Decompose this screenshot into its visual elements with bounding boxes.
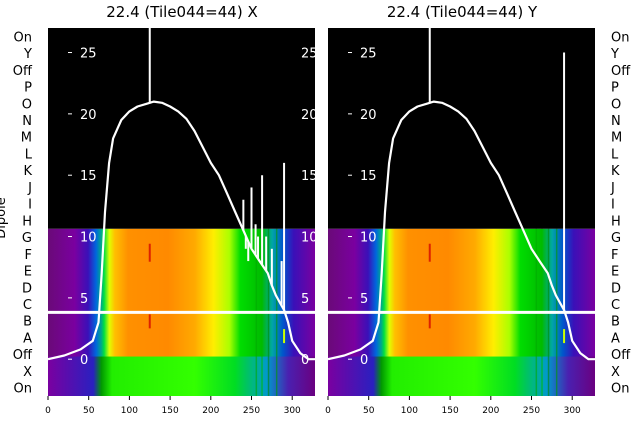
heatmap-band-low (328, 356, 595, 396)
row-label: Y (610, 47, 619, 62)
row-label: G (611, 231, 621, 246)
xtick-label: 150 (162, 406, 179, 416)
xtick-label: 50 (363, 406, 375, 416)
xtick-label: 100 (121, 406, 138, 416)
row-label: N (611, 114, 621, 129)
row-label: X (23, 365, 32, 380)
row-label: D (611, 281, 621, 296)
heatmap-mark (563, 329, 566, 344)
overlay-ytick-label-edge: 5 (301, 292, 309, 307)
overlay-ytick-label: 20 (360, 108, 377, 123)
xtick-label: 300 (564, 406, 581, 416)
overlay-ytick-label: 10 (360, 231, 377, 246)
xtick-label: 0 (45, 406, 51, 416)
row-label: H (611, 214, 621, 229)
row-label: O (611, 97, 621, 112)
blackout-region (328, 28, 595, 229)
overlay-ytick-label: 15 (80, 169, 97, 184)
heatmap-mark (428, 314, 431, 329)
overlay-ytick-label: 5 (80, 292, 88, 307)
row-label: P (611, 81, 619, 96)
row-label: P (24, 81, 32, 96)
chart-title: 22.4 (Tile044=44) Y (387, 3, 538, 21)
row-label: Off (13, 64, 33, 79)
row-label: Off (611, 64, 631, 79)
xtick-label: 250 (243, 406, 260, 416)
row-label: C (611, 298, 620, 313)
overlay-ytick-label-edge: 0 (301, 353, 309, 368)
y-axis-label: Dipole (0, 197, 9, 238)
row-label: K (23, 164, 32, 179)
row-label: F (25, 248, 32, 263)
row-label: On (14, 30, 32, 45)
row-label: Y (23, 47, 32, 62)
overlay-ytick-label: 20 (80, 108, 97, 123)
row-label: E (611, 265, 619, 280)
row-label: G (22, 231, 32, 246)
separator-line (328, 310, 595, 314)
overlay-ytick-label-edge: 25 (301, 47, 318, 62)
xtick-label: 250 (523, 406, 540, 416)
heatmap-band-low (48, 356, 315, 396)
heatmap-mark (283, 329, 286, 344)
row-label: N (22, 114, 32, 129)
row-label: J (27, 181, 32, 196)
overlay-ytick-label: 15 (360, 169, 377, 184)
blackout-region (48, 28, 315, 229)
overlay-ytick-label: 25 (360, 47, 377, 62)
row-label: M (21, 131, 32, 146)
overlay-ytick-label: 10 (80, 231, 97, 246)
row-label: Off (611, 348, 631, 363)
row-label: E (24, 265, 32, 280)
xtick-label: 100 (401, 406, 418, 416)
xtick-label: 150 (442, 406, 459, 416)
row-label: On (611, 382, 629, 397)
overlay-ytick-label-edge: 20 (301, 108, 318, 123)
row-label: L (25, 147, 33, 162)
row-label: D (22, 281, 32, 296)
row-label: I (611, 198, 615, 213)
row-label: B (23, 315, 32, 330)
overlay-line (47, 100, 315, 361)
overlay-line (327, 100, 595, 361)
xtick-label: 0 (325, 406, 331, 416)
overlay-ytick-label: 0 (360, 353, 368, 368)
xtick-label: 300 (284, 406, 301, 416)
heatmap-mark (148, 243, 151, 262)
overlay-ytick-label-edge: 10 (301, 231, 318, 246)
row-label: A (611, 331, 620, 346)
row-label: A (23, 331, 32, 346)
row-label: On (14, 382, 32, 397)
row-label: Off (13, 348, 33, 363)
xtick-label: 200 (482, 406, 499, 416)
xtick-label: 50 (83, 406, 95, 416)
row-label: I (28, 198, 32, 213)
row-label: J (610, 181, 615, 196)
row-label: H (22, 214, 32, 229)
overlay-ytick-label: 5 (360, 292, 368, 307)
xtick-label: 200 (202, 406, 219, 416)
row-label: L (611, 147, 619, 162)
row-label: X (611, 365, 620, 380)
overlay-ytick-label-edge: 15 (301, 169, 318, 184)
overlay-ytick-label: 25 (80, 47, 97, 62)
row-label: F (611, 248, 618, 263)
row-label: C (23, 298, 32, 313)
row-label: M (611, 131, 622, 146)
heatmap-mark (148, 314, 151, 329)
row-label: On (611, 30, 629, 45)
chart-title: 22.4 (Tile044=44) X (106, 3, 257, 21)
panel-y: 22.4 (Tile044=44) Y 0 5 10 15 20 25 On Y Off PONML… (325, 3, 631, 416)
row-label: B (611, 315, 620, 330)
overlay-ytick-label: 0 (80, 353, 88, 368)
row-label: O (22, 97, 32, 112)
separator-line (48, 310, 315, 314)
heatmap-mark (428, 243, 431, 262)
row-label: K (611, 164, 620, 179)
panel-x: 22.4 (Tile044=44) X05101520250510152025O… (13, 3, 318, 416)
